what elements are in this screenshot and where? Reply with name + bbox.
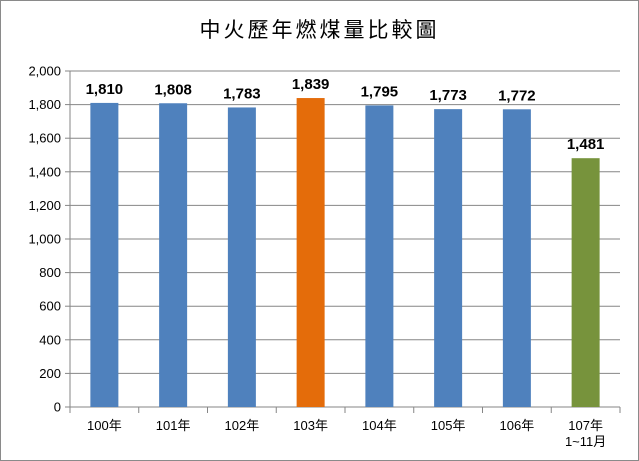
x-tick-label: 107年 xyxy=(568,418,603,433)
bar xyxy=(571,158,600,407)
x-tick-label: 106年 xyxy=(500,418,535,433)
y-tick-label: 1,200 xyxy=(28,198,61,213)
y-tick-label: 1,600 xyxy=(28,131,61,146)
data-label: 1,810 xyxy=(86,81,124,98)
y-tick-label: 1,800 xyxy=(28,97,61,112)
bar xyxy=(90,102,119,408)
y-tick-label: 400 xyxy=(39,332,61,347)
x-tick-label: 102年 xyxy=(225,418,260,433)
y-tick-label: 200 xyxy=(39,366,61,381)
y-tick-label: 2,000 xyxy=(28,64,61,79)
x-tick-label: 1~11月 xyxy=(565,434,606,449)
x-tick-label: 103年 xyxy=(293,418,328,433)
bar xyxy=(434,109,463,408)
x-tick-label: 104年 xyxy=(362,418,397,433)
x-tick-label: 100年 xyxy=(87,418,122,433)
bar xyxy=(159,103,188,408)
chart-title: 中火歷年燃煤量比較圖 xyxy=(199,18,440,42)
x-tick-label: 101年 xyxy=(156,418,191,433)
bar xyxy=(365,105,394,407)
data-label: 1,795 xyxy=(361,83,399,100)
bar xyxy=(227,107,256,408)
data-label: 1,839 xyxy=(292,76,330,93)
data-label: 1,808 xyxy=(154,81,192,98)
y-tick-label: 1,000 xyxy=(28,232,61,247)
y-tick-label: 0 xyxy=(54,400,61,415)
data-label: 1,772 xyxy=(498,87,536,104)
y-tick-label: 800 xyxy=(39,265,61,280)
bar xyxy=(502,109,531,407)
data-label: 1,481 xyxy=(567,136,605,153)
y-tick-label: 600 xyxy=(39,299,61,314)
bar xyxy=(296,98,325,407)
y-tick-label: 1,400 xyxy=(28,164,61,179)
data-label: 1,783 xyxy=(223,85,261,102)
data-label: 1,773 xyxy=(429,87,467,104)
x-tick-label: 105年 xyxy=(431,418,466,433)
